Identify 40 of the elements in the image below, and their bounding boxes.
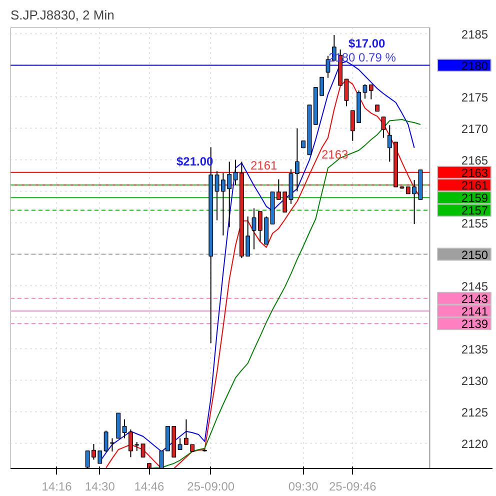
candlestick xyxy=(233,159,238,186)
ref-line-label: 2150 xyxy=(461,248,488,262)
y-tick-label: 2165 xyxy=(461,153,488,168)
y-tick-label: 2135 xyxy=(461,342,488,356)
y-tick-label: 2170 xyxy=(461,122,488,136)
y-tick-label: 2125 xyxy=(461,405,488,420)
y-tick-label: 2130 xyxy=(461,374,488,388)
ref-line-label: 2180 xyxy=(461,58,488,73)
chart-title: S.JP.J8830, 2 Min xyxy=(10,8,114,22)
candlestick xyxy=(214,170,220,221)
ref-line-label: 2163 xyxy=(461,166,488,180)
candlestick xyxy=(252,208,256,250)
x-tick-label: 14:16 xyxy=(42,480,72,494)
y-tick-label: 2155 xyxy=(461,216,488,230)
candlestick xyxy=(381,116,386,138)
candlestick xyxy=(140,443,146,458)
y-tick-label: 2145 xyxy=(461,279,488,294)
ref-line-label: 2143 xyxy=(461,292,488,306)
y-tick-label: 2185 xyxy=(461,27,488,42)
x-tick-label: 25-09:00 xyxy=(187,480,235,494)
annotation: 2163 xyxy=(322,148,349,162)
candlestick xyxy=(184,418,188,446)
ref-line-label: 2141 xyxy=(461,304,488,318)
annotation: 2161 xyxy=(250,158,278,172)
x-tick-label: 14:46 xyxy=(134,480,165,494)
y-tick-label: 2175 xyxy=(461,90,488,104)
x-tick-label: 14:30 xyxy=(84,480,116,494)
ref-line-label: 2157 xyxy=(461,204,488,218)
x-tick-label: 25-09:46 xyxy=(328,480,377,494)
y-tick-label: 2120 xyxy=(461,436,488,451)
annotation: $17.00 xyxy=(348,36,386,50)
ref-line-label: 2161 xyxy=(461,178,488,192)
x-tick-label: 09:30 xyxy=(288,480,319,494)
candlestick xyxy=(362,84,368,100)
candlestick xyxy=(368,84,374,100)
candlestick xyxy=(178,438,182,450)
candlestick xyxy=(294,128,300,192)
ref-line-label: 2159 xyxy=(461,191,488,206)
candlestick xyxy=(344,78,349,107)
ref-line-label: 2139 xyxy=(461,317,488,332)
